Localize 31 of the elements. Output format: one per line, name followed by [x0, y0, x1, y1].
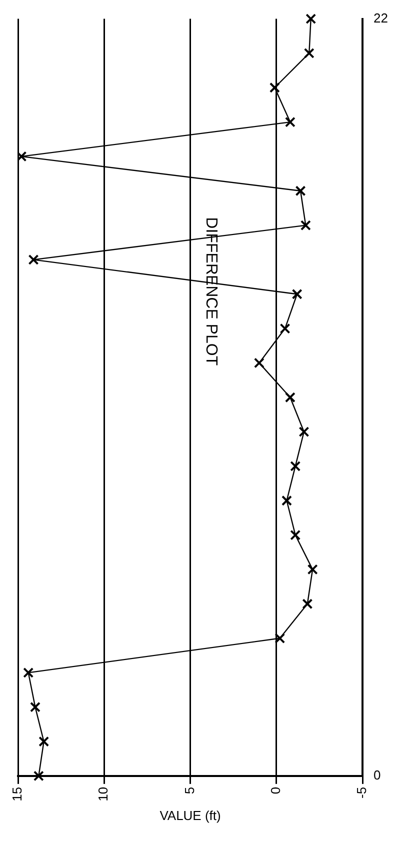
point [28, 254, 39, 265]
text: DIFFERENCE PLOT [202, 217, 220, 366]
point [300, 220, 311, 231]
y-tick-label: 22 [374, 10, 388, 26]
point [269, 82, 280, 93]
point [282, 495, 292, 506]
point [302, 598, 313, 610]
x-tick-label: 0 [268, 786, 283, 794]
x-tick-label: 5 [182, 786, 197, 794]
point [290, 530, 301, 540]
point [274, 633, 286, 644]
x-axis-title: VALUE (ft) [160, 808, 221, 823]
x-tick-label: 10 [96, 786, 111, 802]
point [23, 667, 34, 678]
point [298, 426, 310, 438]
point [290, 460, 301, 472]
point [306, 14, 316, 24]
x-tick-label: -5 [354, 786, 370, 799]
x-tick-label: 15 [10, 786, 25, 802]
point [295, 186, 306, 196]
point [284, 116, 296, 128]
point [254, 358, 264, 368]
point [30, 702, 40, 712]
point [307, 564, 318, 575]
point [18, 151, 27, 162]
point [284, 392, 296, 403]
point [304, 48, 314, 58]
point [292, 288, 302, 300]
point [280, 323, 290, 334]
point [33, 770, 44, 782]
point [38, 736, 50, 747]
